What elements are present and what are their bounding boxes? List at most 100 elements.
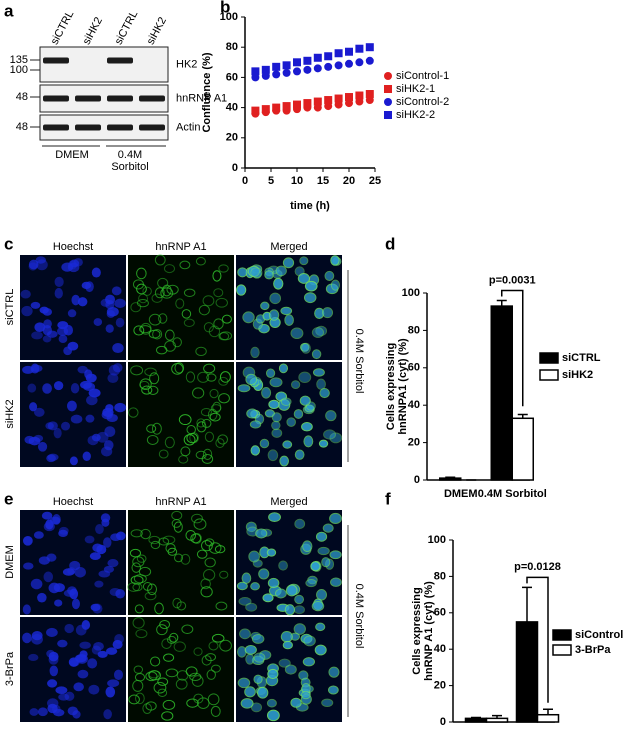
y-tick-label: 0 xyxy=(232,162,238,174)
cell xyxy=(302,657,315,667)
cell xyxy=(211,633,225,643)
cell xyxy=(147,583,158,596)
cell xyxy=(280,397,292,406)
lane-label: siCTRL xyxy=(113,9,141,47)
point xyxy=(324,102,333,111)
point xyxy=(334,100,343,109)
cell xyxy=(330,577,342,587)
cell xyxy=(218,393,230,404)
cell xyxy=(41,511,53,520)
cell xyxy=(151,293,163,303)
cell xyxy=(154,254,166,266)
cell xyxy=(79,650,88,658)
cell xyxy=(250,267,263,279)
cell xyxy=(271,412,282,423)
cell xyxy=(282,257,295,269)
point xyxy=(365,43,374,52)
cell xyxy=(138,293,149,304)
legend-label: siCTRL xyxy=(562,352,601,364)
cell xyxy=(208,641,219,651)
cell xyxy=(180,553,191,565)
point xyxy=(261,71,270,80)
marker-label: 100 xyxy=(10,64,28,76)
cell xyxy=(185,530,196,541)
cell xyxy=(151,422,162,435)
cell xyxy=(255,528,268,539)
cell xyxy=(280,631,293,643)
cell xyxy=(202,295,215,307)
band xyxy=(43,95,69,102)
cell xyxy=(43,521,55,532)
lane-label: siHK2 xyxy=(145,15,169,47)
cell xyxy=(107,559,119,568)
cell xyxy=(93,641,104,651)
cell xyxy=(311,601,325,612)
cell xyxy=(147,385,159,395)
cell xyxy=(164,340,176,352)
condition-label: DMEM xyxy=(55,149,89,161)
cell xyxy=(92,603,103,614)
cell xyxy=(77,297,88,307)
cell xyxy=(46,627,58,638)
marker-label: 48 xyxy=(16,121,28,133)
cell xyxy=(179,260,191,270)
x-tick-label: 0 xyxy=(242,175,248,187)
cell xyxy=(71,294,80,306)
side-label: 0.4M Sorbitol xyxy=(353,329,365,394)
panel-label: f xyxy=(385,489,391,508)
point xyxy=(282,61,291,70)
cell xyxy=(140,528,151,540)
cell xyxy=(294,449,305,460)
cell xyxy=(305,578,317,588)
y-tick-label: 80 xyxy=(408,324,420,336)
cell xyxy=(327,685,339,695)
cell xyxy=(167,547,178,556)
cell xyxy=(154,287,165,299)
cell xyxy=(68,657,79,667)
cell xyxy=(145,671,158,682)
cell xyxy=(312,368,325,377)
cell xyxy=(85,414,95,423)
cell xyxy=(271,428,283,438)
cell xyxy=(200,586,213,598)
cell xyxy=(293,605,305,615)
point xyxy=(365,90,374,99)
cell xyxy=(214,545,226,554)
band xyxy=(75,124,101,131)
cell xyxy=(242,311,255,324)
cell xyxy=(113,669,124,681)
cell xyxy=(206,373,217,382)
point xyxy=(293,58,301,67)
annotation: p=0.0031 xyxy=(489,274,536,286)
lane-label: siCTRL xyxy=(49,9,77,47)
cell xyxy=(302,540,313,553)
point xyxy=(355,44,364,53)
cell xyxy=(189,672,202,682)
cell xyxy=(69,560,81,571)
cell xyxy=(268,309,280,321)
point xyxy=(324,52,333,61)
cell xyxy=(62,568,75,576)
cell xyxy=(300,342,310,352)
cell xyxy=(75,624,87,636)
cell xyxy=(213,288,224,298)
row-label: DMEM xyxy=(4,545,16,579)
point xyxy=(303,65,312,74)
cell xyxy=(245,602,258,612)
panel-label: c xyxy=(4,234,13,253)
y-tick-label: 0 xyxy=(440,716,446,728)
cell xyxy=(86,395,98,406)
cell xyxy=(303,635,316,647)
cell xyxy=(131,562,141,573)
cell xyxy=(166,635,177,644)
band xyxy=(107,95,133,102)
panel-label: b xyxy=(220,0,230,16)
cell xyxy=(237,267,248,278)
y-tick-label: 40 xyxy=(434,643,446,655)
x-tick-label: 5 xyxy=(268,175,274,187)
cell xyxy=(203,322,214,333)
cell xyxy=(57,326,69,336)
y-axis-label: hnRNPA1 (cyt) (%) xyxy=(397,338,409,435)
cell xyxy=(315,622,326,632)
